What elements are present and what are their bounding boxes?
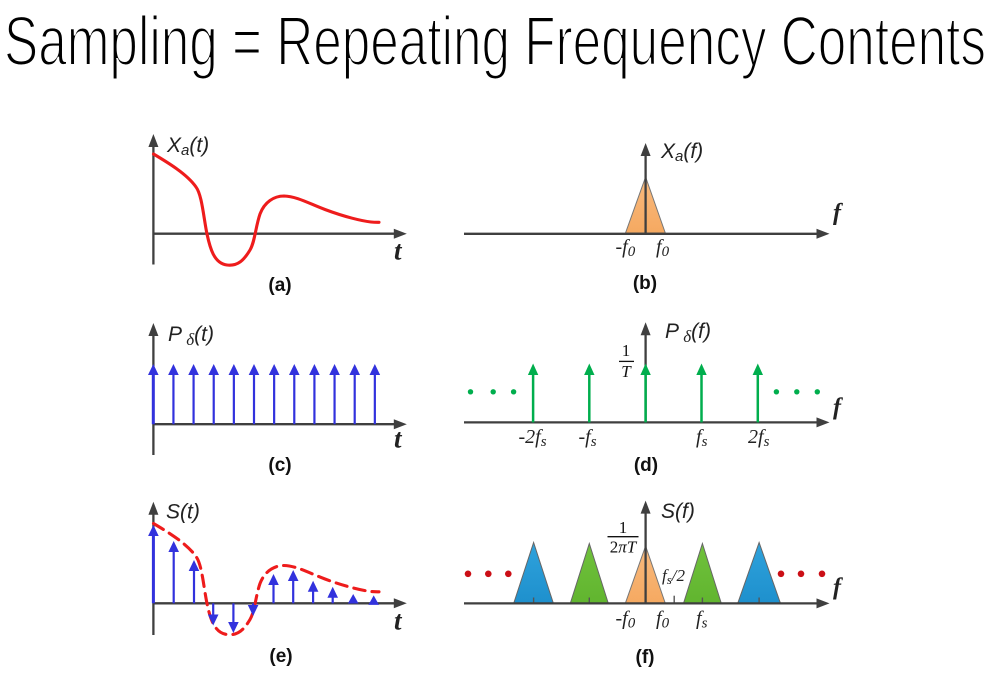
svg-text:(f): (f) [636, 647, 655, 668]
svg-text:fs: fs [696, 426, 708, 450]
svg-text:1: 1 [622, 341, 631, 360]
svg-text:fs/2: fs/2 [662, 566, 686, 587]
svg-text:2πT: 2πT [610, 538, 638, 557]
svg-text:f: f [833, 575, 843, 601]
svg-text:S(t): S(t) [166, 501, 200, 524]
svg-text:1: 1 [619, 518, 628, 537]
svg-text:(e): (e) [269, 646, 292, 667]
svg-text:S(f): S(f) [661, 500, 695, 523]
svg-text:t: t [394, 424, 403, 454]
svg-text:T: T [621, 362, 632, 381]
svg-text:(b): (b) [633, 273, 657, 294]
svg-text:(a): (a) [268, 275, 291, 296]
svg-text:f: f [833, 200, 843, 226]
svg-text:Sampling = Repeating Frequency: Sampling = Repeating Frequency Contents [4, 2, 986, 80]
svg-text:f: f [833, 395, 843, 421]
svg-text:(d): (d) [634, 455, 658, 476]
svg-text:fs: fs [696, 608, 708, 632]
svg-text:P δ(f): P δ(f) [665, 320, 711, 346]
svg-text:t: t [394, 606, 403, 636]
svg-text:(c): (c) [268, 455, 291, 476]
svg-text:t: t [394, 236, 403, 266]
